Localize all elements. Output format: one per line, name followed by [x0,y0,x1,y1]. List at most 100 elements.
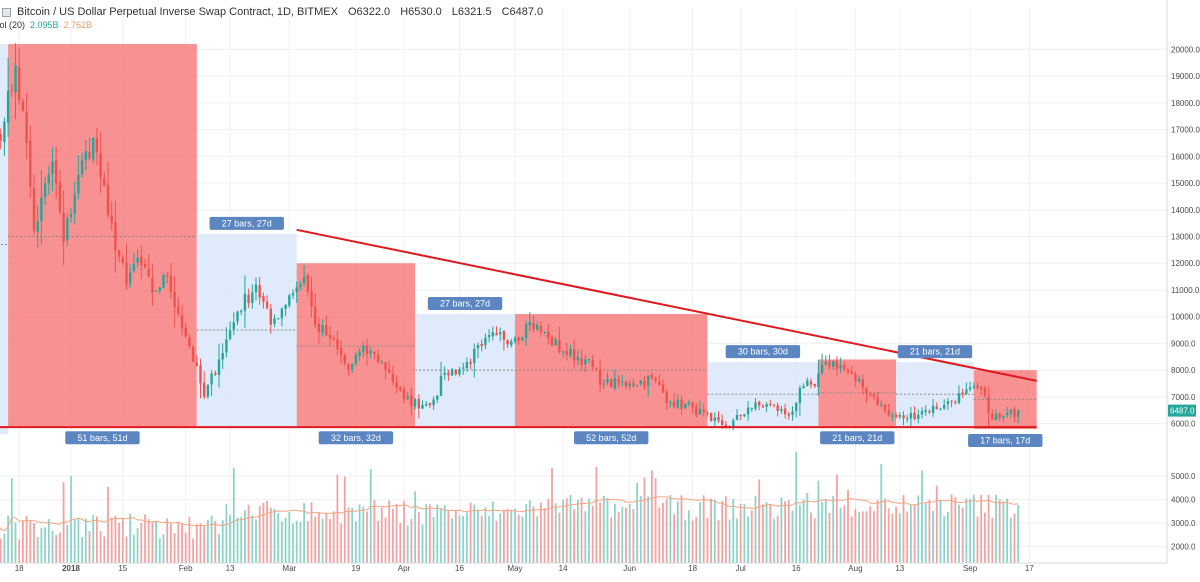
candle-body [1009,409,1012,414]
candle-body [628,383,631,387]
volume-bar [836,474,838,563]
red-range-box [296,263,416,427]
volume-legend: Vol (20) 2.095B 2.762B [0,20,92,32]
y-tick-label: 18000.0 [1171,99,1200,108]
candle-body [73,194,76,214]
red-range-box [8,44,197,427]
candle-body [680,399,683,409]
candle-body [106,184,110,216]
candle-body [591,359,594,368]
y-tick-label: 12000.0 [1171,259,1200,268]
candle-body [835,361,839,369]
candle-body [284,304,287,309]
candle-body [972,386,975,388]
volume-bar [887,508,890,563]
volume-bar [932,510,934,563]
candle-body [358,351,361,357]
volume-bar [188,516,191,563]
candle-body [40,197,43,222]
volume-bar [528,500,531,563]
volume-bar [621,506,624,563]
volume-bar [184,532,187,563]
candle-body [980,387,983,389]
candle-body [613,377,617,389]
volume-tick-label: 2000.0 [1171,543,1196,552]
volume-bar [810,512,812,563]
volume-bar [784,501,786,563]
volume-tick-label: 3000.0 [1171,519,1196,528]
candle-body [573,349,576,361]
zone-label: 27 bars, 27d [222,218,272,228]
volume-bar [325,512,328,563]
volume-bar [636,483,638,563]
volume-bar [806,493,809,563]
candle-body [36,221,39,233]
symbol-title[interactable]: Bitcoin / US Dollar Perpetual Inverse Sw… [17,6,338,18]
candle-body [143,263,147,268]
candle-body [380,362,383,364]
volume-label[interactable]: Vol (20) [0,20,26,30]
volume-bar [329,518,331,563]
volume-bar [469,502,472,563]
candle-body [425,404,428,406]
x-tick-label: 18 [15,564,24,573]
candle-body [950,400,953,402]
volume-bar [351,507,354,563]
volume-bar [684,519,687,563]
candle-body [402,389,406,400]
volume-bar [521,516,524,563]
volume-bar [473,504,476,563]
volume-bar [454,510,457,563]
volume-bar [332,511,335,563]
candle-body [539,326,543,332]
volume-bar [203,526,206,563]
symbol-square-icon[interactable] [2,7,11,17]
volume-bar [906,511,909,563]
volume-bar [754,495,757,563]
volume-bar [73,519,76,563]
candle-body [69,214,73,218]
volume-bar [499,513,502,563]
volume-bar [384,517,387,563]
candle-body [684,403,687,409]
candle-body [820,364,824,373]
candle-body [872,394,876,397]
volume-bar [195,524,198,563]
volume-bar [665,498,668,563]
candle-body [454,369,457,375]
volume-bar [577,499,579,563]
candle-body [920,411,924,415]
candle-body [29,140,32,187]
volume-bar [443,505,446,563]
candle-body [750,408,753,410]
x-tick-label: Mar [282,564,296,573]
candle-body [413,399,417,407]
volume-bar [965,498,968,563]
candle-body [576,356,580,361]
candle-body [743,414,746,417]
candle-body [117,250,121,257]
volume-bar [947,511,949,563]
y-tick-label: 20000.0 [1171,45,1200,54]
volume-bar [976,516,979,563]
candle-body [476,344,480,349]
candle-body [584,359,587,365]
candle-body [499,332,502,335]
volume-bar [669,495,672,563]
candle-body [769,403,772,405]
volume-bar [540,502,542,563]
candle-body [92,137,95,160]
volume-ma-path [0,496,1019,532]
volume-bar [780,497,783,563]
volume-bar [199,523,202,563]
volume-bar [688,510,690,563]
candle-body [214,372,217,375]
candle-body [251,292,254,303]
candle-body [813,383,816,387]
volume-bar [406,525,409,563]
volume-bar [861,511,864,563]
candle-body [876,396,879,406]
